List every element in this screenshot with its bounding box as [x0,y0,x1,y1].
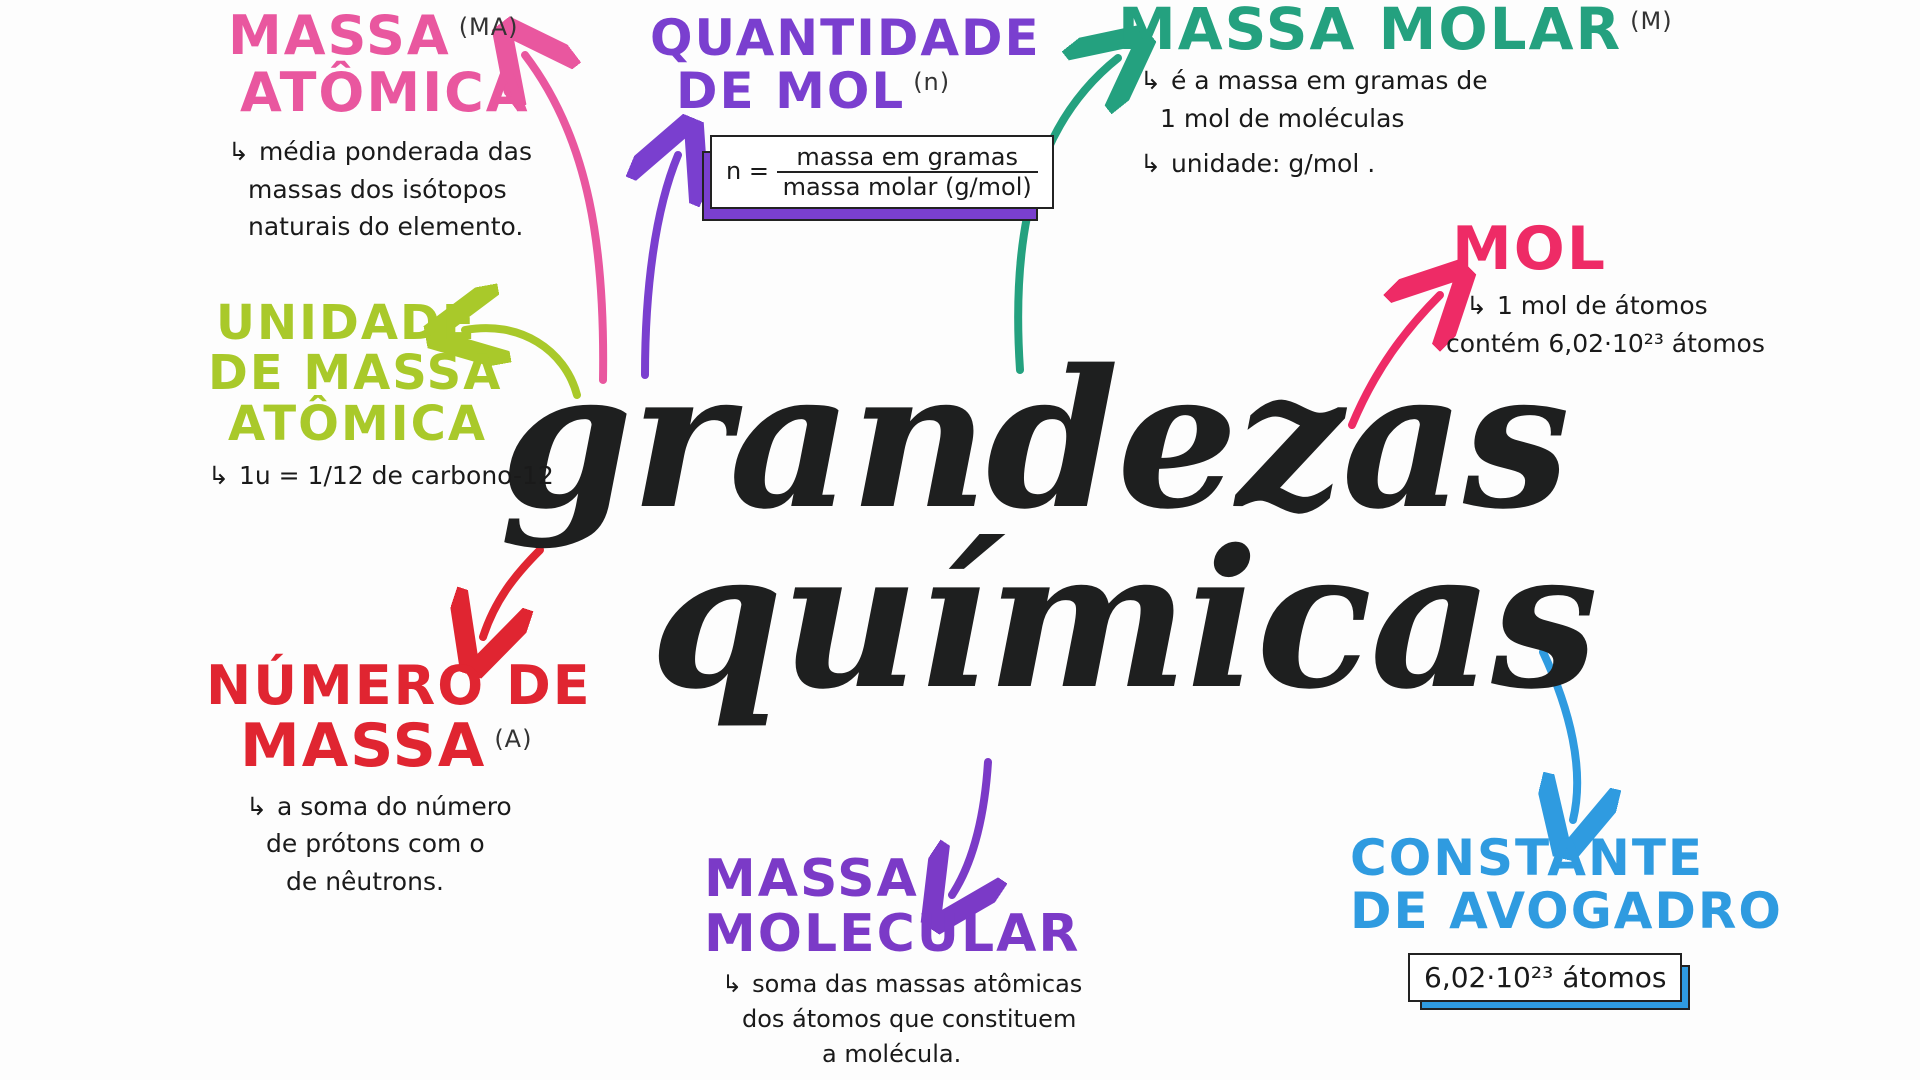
quantidade-mol-tag: (n) [913,67,951,96]
node-massa-molecular: MASSA MOLECULAR ↳ soma das massas atômica… [704,852,1082,1072]
massa-atomica-title: MASSA (MA) ATÔMICA [228,4,530,124]
hook-arrow-icon: ↳ [246,791,267,821]
unidade-massa-description: ↳ 1u = 1/12 de carbono-12 [208,461,554,491]
avogadro-value: 6,02·10²³ átomos [1424,961,1667,994]
numero-massa-description: ↳ a soma do número de prótons com o de nê… [246,791,512,896]
node-unidade-massa-atomica: UNIDADE DE MASSA ATÔMICA ↳ 1u = 1/12 de c… [208,298,554,495]
arrow-to-massa-atomica [525,55,608,384]
node-massa-atomica: MASSA (MA) ATÔMICA ↳ média ponderada das m… [228,4,532,246]
hook-arrow-icon: ↳ [1140,149,1161,178]
central-title-line2: químicas [650,508,1598,731]
massa-molar-description: ↳ é a massa em gramas de 1 mol de molécul… [1140,66,1488,178]
hook-arrow-icon: ↳ [228,137,249,167]
massa-molar-title: MASSA MOLAR (M) [1118,0,1673,63]
formula-fraction: massa em gramas massa molar (g/mol) [776,143,1038,201]
massa-atomica-tag: (MA) [458,13,519,41]
node-numero-massa: NÚMERO DE MASSA (A) ↳ a soma do número de … [206,654,592,900]
mol-description: ↳ 1 mol de átomos contém 6,02·10²³ átomos [1446,291,1765,358]
hook-arrow-icon: ↳ [1466,291,1487,320]
arrow-to-avogadro [1543,648,1577,820]
arrow-to-mol [1348,295,1440,429]
central-title: grandezas químicas [500,328,1598,731]
massa-molecular-title: MASSA MOLECULAR [704,849,1081,964]
arrow-to-numero-massa [483,546,544,637]
unidade-massa-title: UNIDADE DE MASSA ATÔMICA [208,295,503,452]
formula-numerator: massa em gramas [776,143,1038,173]
quantidade-mol-formula-box: n = massa em gramas massa molar (g/mol) [702,135,1054,221]
arrow-to-massa-molecular [952,758,988,895]
arrow-to-unidade-massa [465,328,581,399]
numero-massa-title: NÚMERO DE MASSA (A) [206,654,592,781]
avogadro-value-box: 6,02·10²³ átomos [1408,953,1691,1010]
avogadro-title: CONSTANTE DE AVOGADRO [1350,829,1783,940]
node-quantidade-mol: QUANTIDADE DE MOL (n) n = massa em gramas… [650,9,1054,221]
quantidade-mol-title: QUANTIDADE DE MOL (n) [650,9,1041,120]
formula-denominator: massa molar (g/mol) [782,173,1032,201]
hook-arrow-icon: ↳ [208,461,229,491]
hook-arrow-icon: ↳ [1140,66,1161,95]
node-massa-molar: MASSA MOLAR (M) ↳ é a massa em gramas de 1… [1118,0,1673,183]
massa-molecular-description: ↳ soma das massas atômicas dos átomos que… [722,970,1083,1068]
arrow-to-quantidade-mol [645,155,678,379]
formula-lhs: n = [726,157,769,185]
node-constante-avogadro: CONSTANTE DE AVOGADRO 6,02·10²³ átomos [1350,829,1783,1010]
numero-massa-tag: (A) [494,724,533,753]
hook-arrow-icon: ↳ [722,970,743,999]
massa-atomica-description: ↳ média ponderada das massas dos isótopos… [228,137,532,242]
node-mol: MOL ↳ 1 mol de átomos contém 6,02·10²³ át… [1446,214,1765,362]
massa-molar-tag: (M) [1630,6,1673,35]
mol-title: MOL [1452,214,1607,284]
central-title-line1: grandezas [500,328,1570,551]
